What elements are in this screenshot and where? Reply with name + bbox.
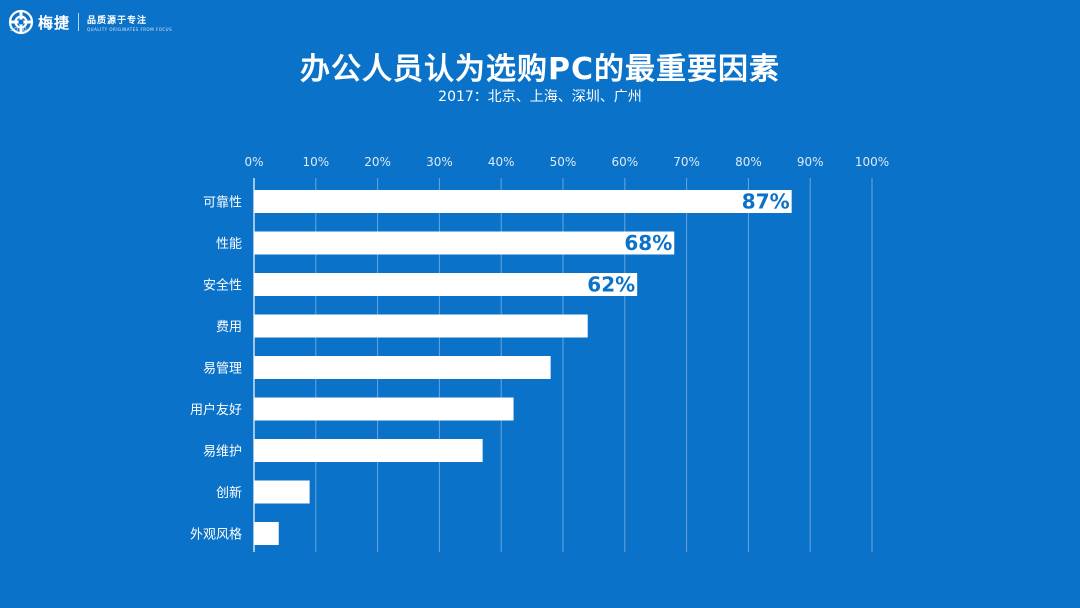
bar <box>254 231 675 255</box>
data-label: 62% <box>587 273 635 297</box>
data-label: 87% <box>742 190 790 214</box>
x-tick-label: 50% <box>550 155 577 169</box>
brand-slogan: 品质源于专注 <box>87 15 148 26</box>
bar <box>254 356 551 379</box>
x-tick-label: 40% <box>488 155 515 169</box>
category-label: 外观风格 <box>190 527 242 543</box>
bar <box>254 190 792 213</box>
category-label: 用户友好 <box>190 402 242 418</box>
brand-slogan-en: QUALITY ORIGINATES FROM FOCUS <box>87 26 173 32</box>
logo-divider <box>78 13 80 31</box>
brand-slogan-block: 品质源于专注 QUALITY ORIGINATES FROM FOCUS <box>87 13 172 32</box>
x-tick-label: 60% <box>611 155 638 169</box>
x-tick-label: 100% <box>855 155 889 169</box>
brand-name: 梅捷 <box>38 13 71 32</box>
x-tick-label: 30% <box>426 155 453 169</box>
x-tick-label: 0% <box>244 155 263 169</box>
bar <box>254 273 638 296</box>
bar <box>254 522 279 545</box>
bar <box>254 480 310 504</box>
brand-sub: SOYO <box>10 27 28 33</box>
category-label: 创新 <box>216 485 242 501</box>
category-label: 可靠性 <box>203 196 242 211</box>
soyo-logo-icon <box>8 9 34 35</box>
category-label: 易管理 <box>203 362 242 377</box>
x-tick-label: 20% <box>364 155 391 169</box>
category-label: 性能 <box>216 237 242 252</box>
x-tick-label: 70% <box>673 155 700 169</box>
bar <box>254 314 588 338</box>
x-tick-label: 10% <box>302 155 329 169</box>
category-label: 安全性 <box>203 278 242 294</box>
x-tick-label: 90% <box>797 155 824 169</box>
data-label: 68% <box>624 231 672 255</box>
bar <box>254 397 514 421</box>
bar <box>254 439 483 462</box>
brand-logo: 梅捷 品质源于专注 QUALITY ORIGINATES FROM FOCUS <box>8 8 172 36</box>
x-tick-label: 80% <box>735 155 762 169</box>
category-label: 费用 <box>216 320 242 335</box>
chart-title: 办公人员认为选购PC的最重要因素 <box>299 52 780 87</box>
chart-subtitle: 2017：北京、上海、深圳、广州 <box>438 89 642 105</box>
category-label: 易维护 <box>203 445 242 460</box>
